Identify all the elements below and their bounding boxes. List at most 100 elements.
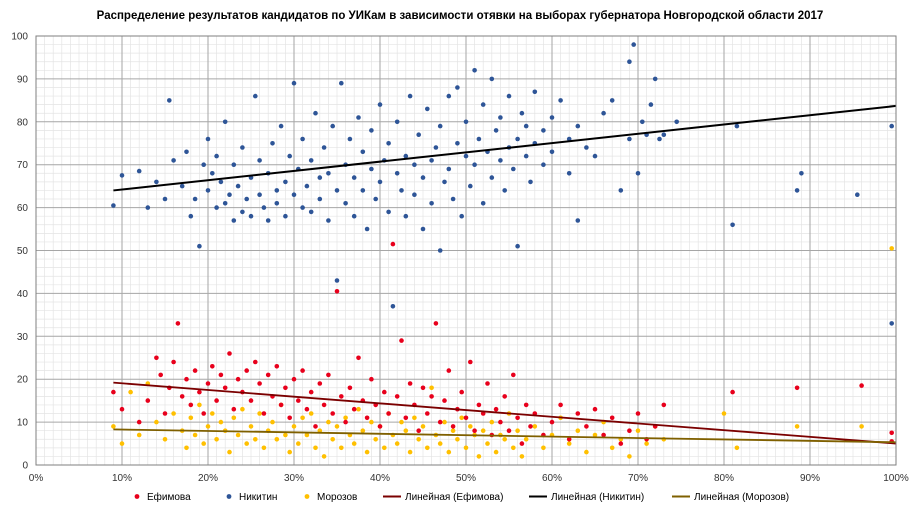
nikitin-point xyxy=(480,201,486,206)
nikitin-point xyxy=(248,213,254,219)
morozov-point xyxy=(511,445,516,451)
morozov-point xyxy=(351,441,357,446)
nikitin-point xyxy=(330,123,336,129)
morozov-point xyxy=(253,437,258,442)
nikitin-point xyxy=(472,162,477,167)
morozov-point xyxy=(480,428,486,434)
nikitin-point xyxy=(270,141,275,146)
efimova-point xyxy=(158,372,163,378)
efimova-point xyxy=(356,355,361,361)
morozov-point xyxy=(283,432,288,438)
efimova-point xyxy=(296,398,301,403)
nikitin-point xyxy=(446,166,452,172)
efimova-point xyxy=(175,321,181,326)
morozov-point xyxy=(162,437,168,442)
morozov-point xyxy=(489,419,495,425)
legend-label-trend_morozov: Линейная (Морозов) xyxy=(694,492,789,503)
nikitin-point xyxy=(468,183,473,189)
nikitin-point xyxy=(154,179,159,185)
efimova-point xyxy=(347,385,353,391)
nikitin-point xyxy=(253,93,258,99)
morozov-point xyxy=(468,424,473,429)
efimova-point xyxy=(253,359,258,365)
nikitin-point xyxy=(317,175,323,180)
morozov-point xyxy=(455,437,460,442)
morozov-point xyxy=(425,445,430,451)
nikitin-point xyxy=(463,119,469,125)
nikitin-point xyxy=(799,171,804,176)
efimova-point xyxy=(188,402,194,408)
nikitin-point xyxy=(566,171,572,176)
morozov-point xyxy=(343,415,348,421)
nikitin-point xyxy=(171,158,176,163)
efimova-point xyxy=(308,389,314,395)
efimova-point xyxy=(450,424,456,429)
nikitin-point xyxy=(627,59,632,64)
morozov-point xyxy=(296,441,301,446)
efimova-point xyxy=(407,381,413,386)
morozov-point xyxy=(136,432,142,438)
efimova-point xyxy=(558,402,563,408)
nikitin-point xyxy=(179,183,185,189)
morozov-point xyxy=(627,454,632,459)
plot-border xyxy=(35,35,897,466)
y-tick-label: 80 xyxy=(17,117,29,128)
nikitin-point xyxy=(326,218,331,223)
morozov-point xyxy=(635,428,641,434)
nikitin-point xyxy=(519,110,525,116)
nikitin-point xyxy=(313,110,318,116)
nikitin-point xyxy=(609,98,615,103)
morozov-point xyxy=(240,406,245,412)
morozov-point xyxy=(184,445,189,451)
efimova-point xyxy=(468,359,473,365)
nikitin-point xyxy=(222,201,228,206)
nikitin-point xyxy=(472,68,477,73)
morozov-point xyxy=(394,441,400,446)
efimova-point xyxy=(584,424,589,429)
nikitin-point xyxy=(416,132,422,137)
x-tick-label: 100% xyxy=(883,473,909,484)
morozov-point xyxy=(721,411,727,416)
morozov-point xyxy=(248,424,254,429)
nikitin-point xyxy=(618,188,624,193)
x-tick-label: 0% xyxy=(29,473,44,484)
efimova-point xyxy=(218,372,224,378)
nikitin-point xyxy=(575,218,581,223)
nikitin-point xyxy=(356,115,361,120)
nikitin-point xyxy=(351,175,357,180)
morozov-point xyxy=(412,415,417,421)
morozov-point xyxy=(532,424,538,429)
morozov-point xyxy=(575,428,581,434)
efimova-point xyxy=(433,321,439,326)
y-tick-label: 60 xyxy=(17,203,29,214)
nikitin-point xyxy=(476,136,482,142)
morozov-point xyxy=(235,432,241,438)
nikitin-point xyxy=(369,166,374,172)
nikitin-point xyxy=(192,196,198,202)
morozov-point xyxy=(889,246,894,251)
nikitin-point xyxy=(162,196,168,202)
trendlines xyxy=(113,104,897,445)
trend-efimova-line xyxy=(113,381,897,445)
nikitin-point xyxy=(648,102,654,107)
nikitin-point xyxy=(257,158,262,163)
nikitin-point xyxy=(377,102,383,107)
morozov-point xyxy=(270,419,275,425)
legend-marker-nikitin xyxy=(226,494,232,499)
nikitin-point xyxy=(661,132,667,137)
efimova-point xyxy=(111,389,116,395)
efimova-point xyxy=(511,372,516,378)
nikitin-point xyxy=(493,128,499,133)
nikitin-point xyxy=(287,153,293,159)
efimova-point xyxy=(618,441,624,446)
nikitin-point xyxy=(584,145,589,150)
efimova-point xyxy=(261,411,267,416)
morozov-point xyxy=(407,449,413,455)
nikitin-point xyxy=(399,188,404,193)
nikitin-point xyxy=(794,188,800,193)
nikitin-point xyxy=(218,179,224,185)
efimova-point xyxy=(162,411,168,416)
nikitin-point xyxy=(386,209,391,215)
morozov-point xyxy=(356,406,361,412)
morozov-point xyxy=(308,411,314,416)
